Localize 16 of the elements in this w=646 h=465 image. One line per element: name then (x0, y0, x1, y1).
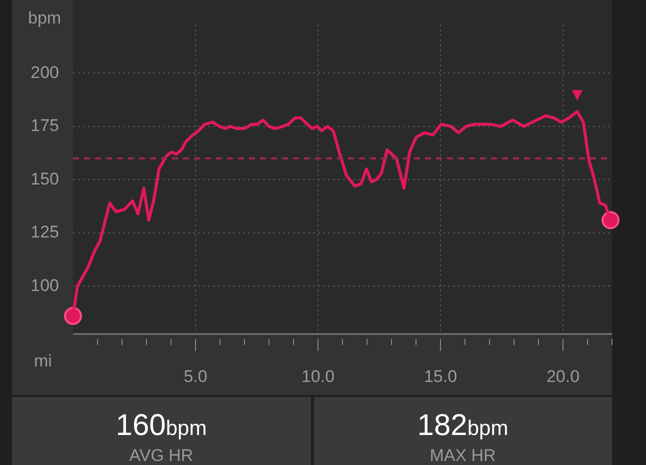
x-tick-label: 15.0 (424, 366, 458, 386)
text: MAX HR (428, 446, 497, 465)
y-tick-label: 200 (30, 62, 59, 82)
text: AVG HR (128, 446, 194, 465)
x-tick-label: 5.0 (184, 366, 208, 386)
text: 160bpm (116, 409, 207, 442)
x-tick-label: 20.0 (546, 366, 580, 386)
x-tick-label: 10.0 (301, 366, 335, 386)
y-tick-label: 150 (30, 169, 59, 188)
y-tick-label: 125 (30, 222, 59, 242)
x-axis-title: mi (34, 352, 52, 371)
y-axis-title: bpm (28, 8, 62, 28)
y-tick-label: 175 (30, 116, 59, 136)
annotation: ▼ (572, 87, 583, 104)
text: 182bpm (417, 409, 508, 442)
y-tick-label: 100 (30, 276, 59, 295)
